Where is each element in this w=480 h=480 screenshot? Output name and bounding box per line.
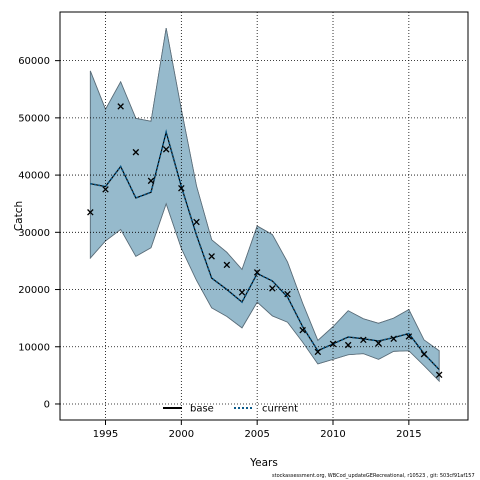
observed-point-stroke — [284, 290, 291, 298]
observed-point — [147, 177, 155, 185]
observed-point-stroke — [420, 350, 428, 358]
observed-point-stroke — [147, 177, 155, 185]
observed-point — [435, 371, 443, 379]
observed-point-stroke — [162, 146, 170, 153]
y-tick-label-20000: 20000 — [18, 285, 50, 296]
observed-point-stroke — [360, 336, 367, 344]
y-tick-label-0: 0 — [44, 399, 50, 410]
observed-point-stroke — [223, 261, 231, 269]
y-tick-label-10000: 10000 — [18, 342, 50, 353]
x-axis: 1995 2000 2005 2010 2015 — [93, 420, 422, 440]
observed-point — [117, 103, 124, 110]
observed-point — [420, 350, 428, 358]
observed-point-stroke — [375, 340, 382, 347]
observed-point — [329, 340, 337, 348]
observed-point-stroke — [299, 326, 306, 334]
y-tick-label-30000: 30000 — [18, 228, 50, 239]
observed-point-stroke — [117, 103, 124, 110]
observed-point-stroke — [314, 348, 322, 356]
observed-point — [178, 184, 185, 192]
observed-point-stroke — [208, 253, 215, 260]
footer-caption: stockassessment.org, WBCod_updateGERecre… — [272, 473, 475, 479]
x-tick-label-2000: 2000 — [169, 429, 194, 440]
observed-point — [344, 341, 352, 349]
observed-point — [360, 336, 367, 344]
plot-frame — [59, 11, 469, 421]
legend-label-current: current — [262, 404, 298, 415]
x-tick-label-1995: 1995 — [93, 429, 118, 440]
confidence-bands — [89, 27, 440, 383]
x-axis-title: Years — [249, 457, 278, 469]
observed-point — [284, 290, 291, 298]
observed-point-stroke — [435, 371, 443, 379]
observed-point — [405, 333, 413, 340]
observed-point-stroke — [405, 333, 413, 340]
observed-point — [223, 261, 231, 269]
observed-point-stroke — [253, 269, 261, 276]
legend-label-base: base — [190, 404, 214, 415]
grid-lines — [60, 12, 468, 420]
x-tick-label-2010: 2010 — [320, 429, 345, 440]
x-tick-label-2005: 2005 — [244, 429, 269, 440]
observed-point-stroke — [269, 285, 276, 292]
observed-point — [299, 326, 306, 334]
observed-point-stroke — [102, 186, 109, 193]
y-tick-label-60000: 60000 — [18, 56, 50, 67]
observed-point — [238, 289, 246, 296]
legend: base current — [163, 404, 298, 415]
observed-point-stroke — [132, 148, 140, 156]
band-current — [89, 27, 440, 383]
observed-points — [87, 103, 443, 379]
x-tick-label-2015: 2015 — [396, 429, 421, 440]
observed-point-stroke — [344, 341, 352, 349]
observed-point-stroke — [390, 335, 397, 343]
y-tick-label-50000: 50000 — [18, 113, 50, 124]
observed-point — [390, 335, 397, 343]
observed-point-stroke — [178, 184, 185, 192]
observed-point-stroke — [329, 340, 337, 348]
observed-point — [375, 340, 382, 347]
y-axis: 0 10000 20000 30000 40000 50000 60000 — [18, 56, 60, 410]
observed-point — [102, 186, 109, 193]
observed-point-stroke — [87, 209, 94, 216]
y-axis-title: Catch — [13, 201, 25, 231]
observed-point — [132, 148, 140, 156]
observed-point — [269, 285, 276, 292]
observed-point-stroke — [193, 218, 200, 226]
observed-point — [314, 348, 322, 356]
observed-point — [253, 269, 261, 276]
observed-point — [162, 146, 170, 153]
observed-point — [87, 209, 94, 216]
observed-point-stroke — [238, 289, 246, 296]
observed-point — [208, 253, 215, 260]
observed-point — [193, 218, 200, 226]
y-tick-label-40000: 40000 — [18, 171, 50, 182]
